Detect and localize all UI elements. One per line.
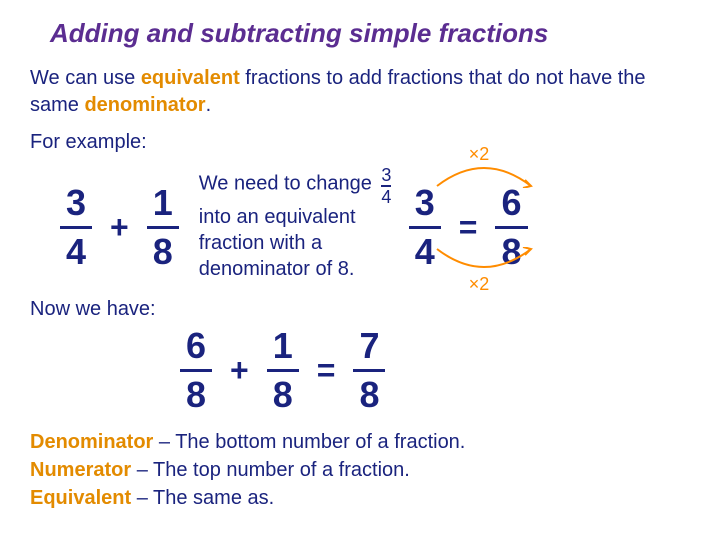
def-rest: – The same as. bbox=[131, 487, 274, 509]
times2-bottom: ×2 bbox=[469, 274, 490, 295]
def-numerator: Numerator – The top number of a fraction… bbox=[30, 456, 698, 484]
keyword-equivalent: equivalent bbox=[141, 67, 240, 89]
equivalence-diagram: ×2 3 4 = 6 8 ×2 bbox=[409, 164, 528, 271]
numerator: 1 bbox=[267, 327, 299, 365]
expression-2: 6 8 + 1 8 = 7 8 bbox=[180, 327, 698, 414]
need-to-change-text: We need to change 3 4 into an equivalent… bbox=[179, 164, 399, 282]
def-term: Equivalent bbox=[30, 487, 131, 509]
need-line2: into an equivalent fraction with a denom… bbox=[199, 206, 356, 280]
need-line1: We need to change bbox=[199, 172, 372, 194]
intro-part1: We can use bbox=[30, 67, 141, 89]
denominator: 8 bbox=[353, 376, 385, 414]
denominator: 8 bbox=[147, 233, 179, 271]
fraction-bar bbox=[180, 369, 212, 372]
example-label: For example: bbox=[30, 131, 698, 154]
equals-operator: = bbox=[441, 209, 496, 246]
plus-operator: + bbox=[92, 209, 147, 246]
now-we-have-label: Now we have: bbox=[30, 298, 698, 321]
fraction-bar bbox=[267, 369, 299, 372]
mini-den: 4 bbox=[381, 188, 391, 206]
plus-operator: + bbox=[212, 352, 267, 389]
fraction-1-8: 1 8 bbox=[147, 184, 179, 271]
fraction-bar bbox=[147, 226, 179, 229]
row-example: 3 4 + 1 8 We need to change 3 4 into an … bbox=[30, 164, 698, 282]
fraction-7-8: 7 8 bbox=[353, 327, 385, 414]
def-rest: – The top number of a fraction. bbox=[131, 459, 410, 481]
keyword-denominator: denominator bbox=[84, 94, 205, 116]
fraction-bar bbox=[60, 226, 92, 229]
fraction-bar bbox=[353, 369, 385, 372]
fraction-6-8: 6 8 bbox=[180, 327, 212, 414]
def-denominator: Denominator – The bottom number of a fra… bbox=[30, 428, 698, 456]
intro-part3: . bbox=[206, 94, 212, 116]
numerator: 1 bbox=[147, 184, 179, 222]
def-equivalent: Equivalent – The same as. bbox=[30, 484, 698, 512]
fraction-bar bbox=[409, 226, 441, 229]
denominator: 4 bbox=[60, 233, 92, 271]
mini-num: 3 bbox=[381, 166, 391, 184]
def-rest: – The bottom number of a fraction. bbox=[153, 431, 465, 453]
numerator: 7 bbox=[353, 327, 385, 365]
fraction-1-8: 1 8 bbox=[267, 327, 299, 414]
intro-text: We can use equivalent fractions to add f… bbox=[30, 65, 698, 119]
page-title: Adding and subtracting simple fractions bbox=[50, 18, 698, 49]
definitions: Denominator – The bottom number of a fra… bbox=[30, 428, 698, 512]
denominator: 8 bbox=[180, 376, 212, 414]
def-term: Numerator bbox=[30, 459, 131, 481]
fraction-bar bbox=[495, 226, 527, 229]
arc-bottom bbox=[429, 247, 539, 277]
numerator: 6 bbox=[180, 327, 212, 365]
numerator: 3 bbox=[409, 184, 441, 222]
fraction-3-4: 3 4 bbox=[60, 184, 92, 271]
expression-1: 3 4 + 1 8 bbox=[60, 164, 179, 271]
def-term: Denominator bbox=[30, 431, 153, 453]
denominator: 8 bbox=[267, 376, 299, 414]
numerator: 3 bbox=[60, 184, 92, 222]
mini-fraction-3-4: 3 4 bbox=[381, 166, 391, 206]
numerator: 6 bbox=[495, 184, 527, 222]
equals-operator: = bbox=[299, 352, 354, 389]
arc-top bbox=[429, 158, 539, 188]
